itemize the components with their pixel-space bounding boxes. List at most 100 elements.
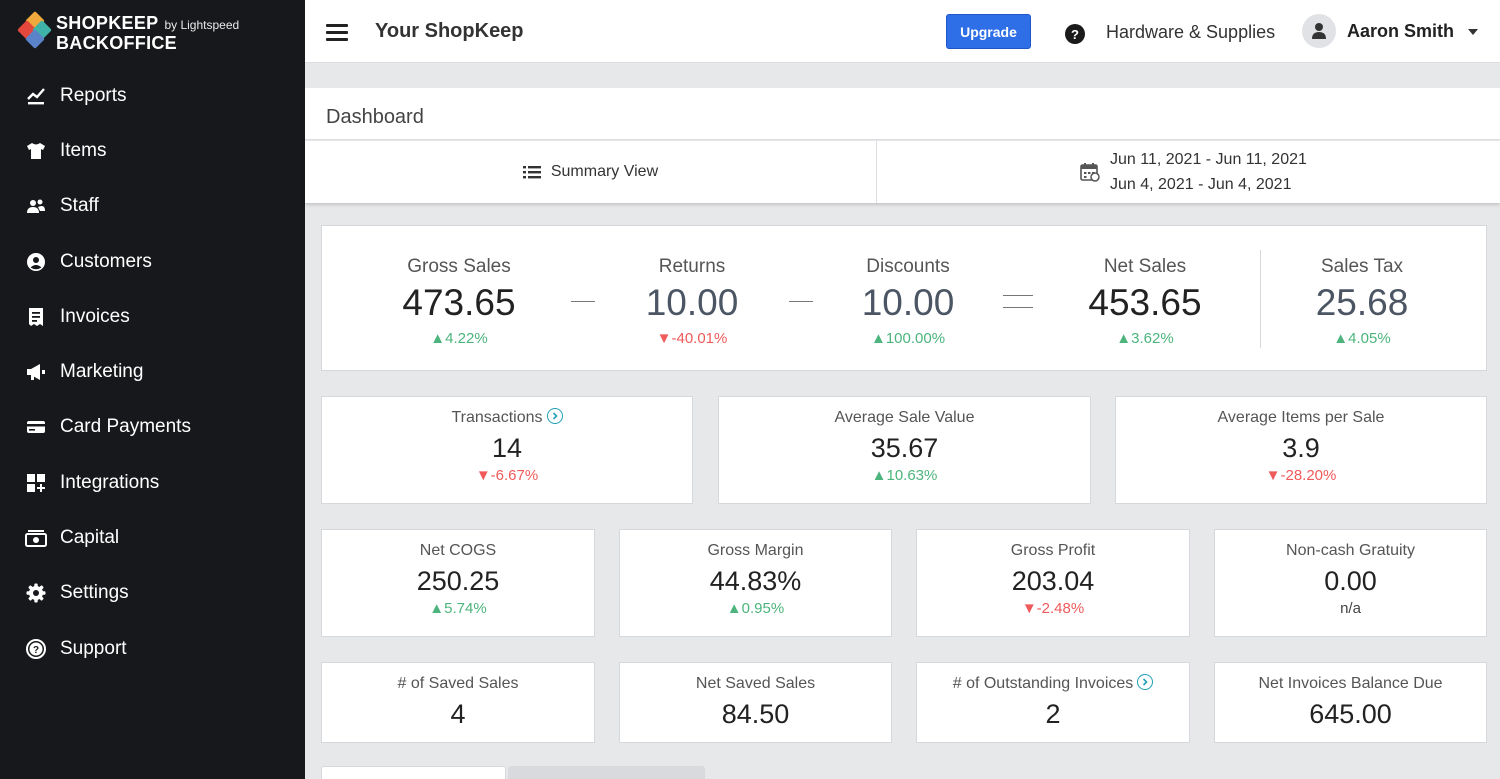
upgrade-button[interactable]: Upgrade [946,14,1031,49]
sidebar-item-card-payments[interactable]: Card Payments [0,400,305,455]
metric-label-wrap: Transactions [322,408,692,427]
metric-value: 473.65 [402,282,516,323]
metric-delta: ▼-6.67% [475,467,539,484]
credit-card-icon [25,416,47,438]
sidebar-item-label: Settings [60,582,129,604]
non-cash-gratuity-card: Non-cash Gratuity 0.00 n/a [1214,529,1487,637]
equals-operator [1003,295,1033,308]
help-icon[interactable]: ? [1065,24,1085,44]
metric-delta: ▲3.62% [1116,330,1174,347]
people-icon [25,195,47,217]
invoices-balance-due-card: Net Invoices Balance Due 645.00 [1214,662,1487,743]
metric-label: Gross Margin [707,542,804,559]
sidebar-item-support[interactable]: ? Support [0,621,305,676]
date-range-current: Jun 11, 2021 - Jun 11, 2021 [1110,151,1307,168]
metric-delta: ▼-40.01% [656,330,728,347]
net-saved-sales-card: Net Saved Sales 84.50 [619,662,892,743]
metric-value: 44.83% [709,566,802,596]
hardware-supplies-link[interactable]: Hardware & Supplies [1106,22,1276,42]
metric-label: Average Items per Sale [1217,409,1385,426]
metric-value: 4 [450,699,466,729]
summary-view-label: Summary View [550,163,659,180]
sidebar-item-invoices[interactable]: Invoices [0,289,305,344]
sales-summary-card: Gross Sales 473.65 ▲4.22% Returns 10.00 … [321,225,1487,371]
sidebar-item-label: Integrations [60,471,160,493]
chevron-right-circle-icon[interactable] [1137,674,1154,691]
outstanding-invoices-card: # of Outstanding Invoices 2 [916,662,1190,743]
metric-delta: ▲10.63% [871,467,938,484]
metric-value: 84.50 [721,699,790,729]
average-sale-value-card: Average Sale Value 35.67 ▲10.63% [718,396,1091,504]
metric-delta: ▲0.95% [726,600,785,617]
sidebar-item-label: Invoices [60,305,130,327]
metric-label: Discounts [866,256,950,277]
metric-label: Gross Profit [1010,542,1096,559]
date-range-picker[interactable]: Jun 11, 2021 - Jun 11, 2021 Jun 4, 2021 … [877,141,1500,203]
user-name[interactable]: Aaron Smith [1347,21,1455,41]
tab-inactive[interactable] [508,766,705,779]
metric-value: 0.00 [1324,566,1377,596]
metric-value: 3.9 [1282,433,1320,463]
metric-delta: n/a [1340,600,1361,617]
sidebar-item-customers[interactable]: Customers [0,234,305,289]
shopkeep-logo-icon [17,11,52,49]
calendar-icon [1080,163,1100,182]
metric-value: 14 [491,433,523,463]
transactions-card: Transactions 14 ▼-6.67% [321,396,693,504]
metric-label: Net COGS [419,542,497,559]
minus-operator [571,301,595,302]
metric-value: 645.00 [1309,699,1392,729]
metric-delta: ▼-2.48% [1021,600,1085,617]
sidebar-item-capital[interactable]: Capital [0,510,305,565]
grid-plus-icon [25,472,47,494]
svg-text:?: ? [33,645,39,656]
gross-profit-card: Gross Profit 203.04 ▼-2.48% [916,529,1190,637]
menu-icon[interactable] [326,24,348,41]
metric-value: 10.00 [645,282,739,323]
gross-margin-card: Gross Margin 44.83% ▲0.95% [619,529,892,637]
date-range-compare: Jun 4, 2021 - Jun 4, 2021 [1110,176,1292,193]
metric-label: Returns [658,256,726,277]
metric-value: 25.68 [1315,282,1409,323]
chevron-down-icon[interactable] [1468,29,1478,35]
sidebar-item-items[interactable]: Items [0,123,305,178]
brand-logo[interactable]: SHOPKEEP by Lightspeed BACKOFFICE [17,11,240,54]
divider [1260,250,1261,348]
receipt-icon [25,306,47,328]
net-cogs-card: Net COGS 250.25 ▲5.74% [321,529,595,637]
sidebar-item-settings[interactable]: Settings [0,566,305,621]
sidebar-item-label: Card Payments [60,416,191,438]
metric-value: 203.04 [1011,566,1095,596]
chevron-right-circle-icon[interactable] [546,408,563,425]
brand-name: SHOPKEEP [56,13,159,33]
tab-active[interactable] [321,766,506,779]
sidebar-item-label: Reports [60,84,127,106]
metric-label: # of Saved Sales [397,675,519,692]
metric-value: 35.67 [870,433,939,463]
sidebar-item-reports[interactable]: Reports [0,68,305,123]
sidebar-item-staff[interactable]: Staff [0,179,305,234]
metric-delta: ▲5.74% [429,600,487,617]
sidebar: SHOPKEEP by Lightspeed BACKOFFICE Reports… [0,0,305,779]
sidebar-item-label: Staff [60,195,99,217]
sidebar-item-label: Capital [60,527,120,549]
list-icon [522,166,541,179]
metric-label: Net Sales [1103,256,1187,277]
saved-sales-count-card: # of Saved Sales 4 [321,662,595,743]
avatar[interactable] [1302,14,1336,48]
brand-by: by Lightspeed [164,18,240,32]
sidebar-item-marketing[interactable]: Marketing [0,344,305,399]
sidebar-nav: Reports Items Staff Customers Invoices [0,68,305,676]
summary-view-toggle[interactable]: Summary View [305,141,877,203]
chart-line-icon [25,85,47,107]
returns-metric: Returns 10.00 ▼-40.01% [605,226,779,372]
sales-tax-metric: Sales Tax 25.68 ▲4.05% [1272,226,1452,372]
metric-label: Gross Sales [407,256,511,277]
sidebar-item-integrations[interactable]: Integrations [0,455,305,510]
sidebar-item-label: Items [60,139,107,161]
sidebar-item-label: Support [60,637,127,659]
top-bar: Your ShopKeep Upgrade ? Hardware & Suppl… [305,0,1500,63]
megaphone-icon [25,361,47,383]
net-sales-metric: Net Sales 453.65 ▲3.62% [1045,226,1245,372]
metric-label: Sales Tax [1320,256,1404,277]
